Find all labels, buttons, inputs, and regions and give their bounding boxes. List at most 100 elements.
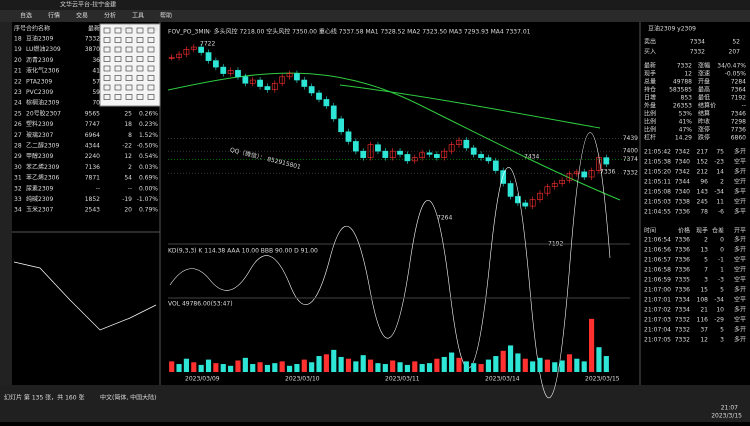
candle — [522, 202, 529, 207]
tool-icon — [125, 84, 133, 91]
tick-cell: 14 — [716, 169, 724, 176]
volume-bar — [596, 347, 602, 372]
tool-icon — [147, 65, 155, 72]
candle — [198, 46, 205, 53]
tick-cell: 空开 — [734, 266, 746, 274]
tool-icon — [114, 27, 122, 34]
kd-line — [169, 132, 611, 399]
tool-icon — [125, 37, 133, 43]
tick-cell: 143 — [697, 189, 709, 196]
chart-header: FOV_PO_3MIN· 多头风控 7218.00 空头风控 7350.00 重… — [168, 28, 531, 36]
tick-cell: -34 — [714, 189, 724, 196]
volume-bar — [404, 364, 410, 372]
status-text: 幻灯片 第 135 张，共 160 张 — [4, 394, 84, 402]
tick-cell: 21:05:42 — [644, 149, 671, 156]
volume-bar — [169, 361, 175, 372]
tool-icon — [136, 94, 144, 100]
volume-bar — [500, 350, 506, 372]
price-label: 7434 — [524, 154, 539, 161]
candle — [581, 171, 588, 178]
tick-cell: 多开 — [734, 336, 746, 344]
tick-cell: 21:07:03 — [644, 317, 671, 324]
tick-cell: 21:06:57 — [644, 257, 671, 264]
status-bar — [0, 385, 750, 422]
watch-cell: 塑料2309 — [26, 120, 53, 128]
stat-cell: 14.29 — [675, 135, 692, 142]
tick-cell: 空平 — [734, 158, 746, 166]
column-header: 时间 — [644, 227, 656, 235]
watch-cell: 2 — [128, 164, 132, 171]
ma-line — [339, 84, 601, 129]
drawing-tool-popup[interactable] — [99, 23, 161, 107]
volume-bar — [544, 359, 550, 372]
volume-bar — [345, 358, 352, 372]
tool-icon — [125, 65, 133, 72]
tool-icon — [114, 65, 122, 72]
volume-bar — [286, 365, 293, 372]
candle — [551, 183, 558, 188]
x-tick-label: 2023/03/10 — [285, 376, 320, 383]
watch-cell: 6964 — [85, 132, 100, 139]
stat-cell: 最新 — [644, 62, 656, 70]
candle — [257, 79, 263, 87]
stat-cell: 7364 — [731, 87, 746, 94]
candle — [492, 160, 499, 171]
watch-cell: 甲醇2309 — [26, 152, 53, 160]
candle — [168, 57, 175, 59]
status-text: 中文(简体, 中国大陆) — [100, 394, 157, 402]
tick-cell: 7340 — [675, 159, 690, 166]
volume-bar — [242, 357, 248, 372]
stat-cell: 比例 — [644, 110, 656, 118]
watch-cell: 7136 — [85, 164, 100, 171]
candle — [190, 46, 197, 50]
tool-icon — [114, 94, 122, 100]
order-book: 52 — [732, 39, 740, 46]
tool-icon — [136, 65, 144, 72]
candle — [470, 147, 477, 155]
volume-bar — [537, 357, 543, 372]
column-header: 合约名称 — [26, 25, 50, 33]
tick-cell: 21 — [700, 307, 708, 314]
watch-cell: 59 — [92, 89, 100, 96]
stat-cell: 涨幅 — [698, 62, 710, 70]
tick-cell: 空开 — [734, 178, 746, 186]
stat-cell: 49788 — [673, 79, 692, 86]
volume-bar — [375, 363, 381, 372]
candle — [345, 131, 352, 142]
tick-cell: -3 — [718, 277, 724, 284]
tool-icon — [147, 27, 155, 34]
volume-bar — [183, 358, 189, 372]
stat-cell: 7284 — [731, 79, 746, 86]
volume-bar — [552, 362, 558, 372]
watch-cell: 36 — [92, 57, 100, 64]
tick-cell: -6 — [718, 209, 724, 216]
candle — [566, 173, 573, 181]
volume-bar — [522, 358, 528, 372]
candle — [419, 152, 426, 158]
watch-cell: 70 — [92, 100, 100, 107]
candle — [294, 73, 300, 81]
volume-bar — [228, 365, 234, 372]
volume-bar — [220, 364, 226, 372]
tick-cell: 7336 — [675, 287, 690, 294]
stat-cell: 跌停 — [698, 134, 710, 142]
candle — [227, 70, 234, 74]
watch-cell: 22 — [14, 78, 22, 85]
tick-cell: 0 — [720, 237, 724, 244]
watch-cell: 31 — [14, 175, 22, 182]
tick-cell: 7344 — [675, 179, 690, 186]
stat-cell: 外盘 — [644, 102, 656, 110]
watch-cell: -0.50% — [137, 143, 159, 150]
tick-cell: 多开 — [734, 246, 746, 254]
watch-cell: 19 — [14, 46, 22, 53]
volume-bar — [493, 356, 499, 372]
tick-cell: 空平 — [734, 296, 746, 304]
watch-cell: 18 — [14, 36, 22, 43]
order-book: 7334 — [690, 39, 705, 46]
tick-cell: 21:05:38 — [644, 159, 671, 166]
volume-bar — [449, 352, 455, 372]
volume-bar — [309, 362, 315, 372]
tick-cell: 7342 — [675, 169, 690, 176]
tick-cell: -29 — [714, 317, 724, 324]
watch-cell: -- — [128, 185, 132, 192]
